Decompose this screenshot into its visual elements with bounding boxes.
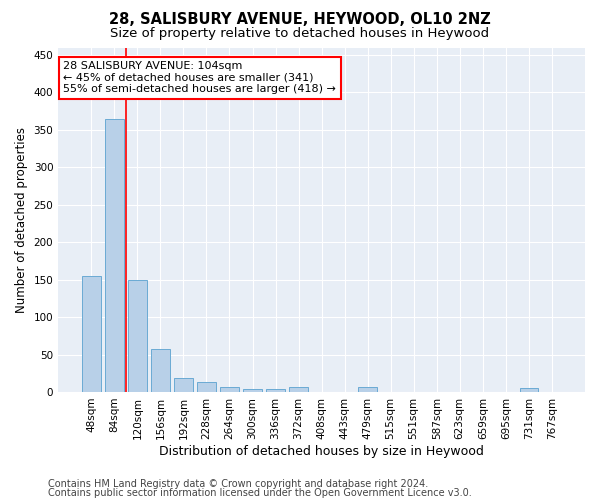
- Bar: [220, 388, 239, 392]
- Bar: [243, 389, 262, 392]
- Bar: [520, 388, 538, 392]
- Y-axis label: Number of detached properties: Number of detached properties: [15, 126, 28, 312]
- Text: 28 SALISBURY AVENUE: 104sqm
← 45% of detached houses are smaller (341)
55% of se: 28 SALISBURY AVENUE: 104sqm ← 45% of det…: [64, 62, 337, 94]
- Bar: [358, 388, 377, 392]
- Bar: [289, 388, 308, 392]
- Bar: [105, 118, 124, 392]
- Bar: [174, 378, 193, 392]
- X-axis label: Distribution of detached houses by size in Heywood: Distribution of detached houses by size …: [159, 444, 484, 458]
- Bar: [266, 389, 285, 392]
- Bar: [151, 348, 170, 392]
- Bar: [197, 382, 215, 392]
- Text: Contains HM Land Registry data © Crown copyright and database right 2024.: Contains HM Land Registry data © Crown c…: [48, 479, 428, 489]
- Text: Contains public sector information licensed under the Open Government Licence v3: Contains public sector information licen…: [48, 488, 472, 498]
- Text: Size of property relative to detached houses in Heywood: Size of property relative to detached ho…: [110, 28, 490, 40]
- Text: 28, SALISBURY AVENUE, HEYWOOD, OL10 2NZ: 28, SALISBURY AVENUE, HEYWOOD, OL10 2NZ: [109, 12, 491, 28]
- Bar: [82, 276, 101, 392]
- Bar: [128, 280, 146, 392]
